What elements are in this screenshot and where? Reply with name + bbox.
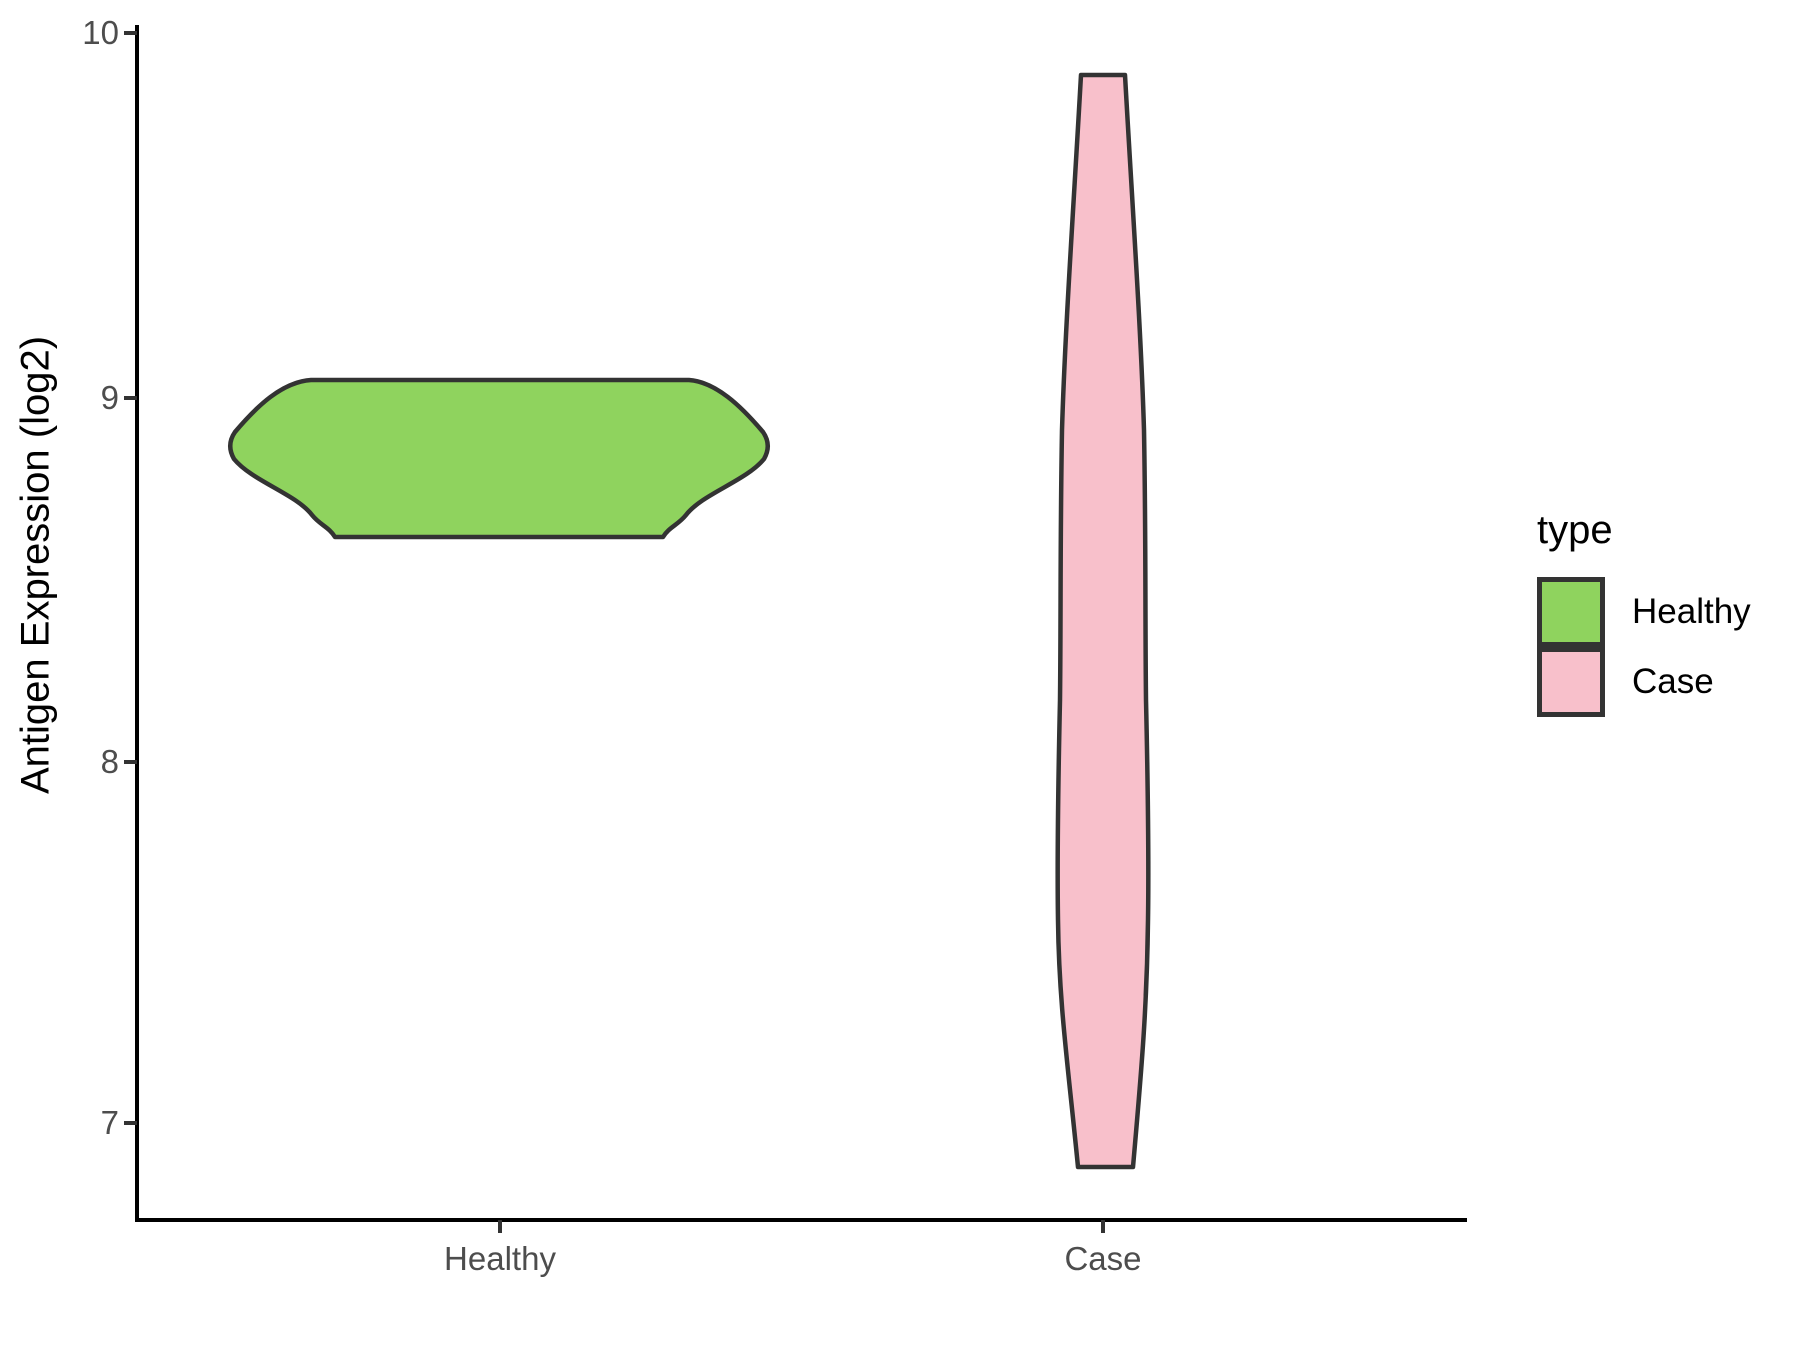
y-tick-label-10: 10 — [82, 14, 119, 51]
x-tick-label-healthy: Healthy — [444, 1240, 556, 1277]
y-tick-label-7: 7 — [100, 1104, 119, 1141]
violin-case — [1055, 72, 1151, 1170]
y-tick-label-8: 8 — [100, 743, 119, 780]
legend-swatch-case-icon — [1537, 647, 1605, 717]
y-axis-title: Antigen Expression (log2) — [13, 335, 58, 795]
violin-healthy — [228, 377, 770, 540]
x-tick-label-case: Case — [1064, 1240, 1142, 1277]
legend-swatch-healthy-icon — [1537, 577, 1605, 647]
legend-label-case: Case — [1632, 662, 1714, 701]
legend-item-case: Case — [1537, 647, 1751, 717]
legend-title: type — [1537, 508, 1613, 552]
legend: type Healthy Case — [1537, 508, 1751, 717]
legend-label-healthy: Healthy — [1632, 592, 1751, 631]
y-tick-label-9: 9 — [100, 379, 119, 416]
legend-item-healthy: Healthy — [1537, 577, 1751, 647]
